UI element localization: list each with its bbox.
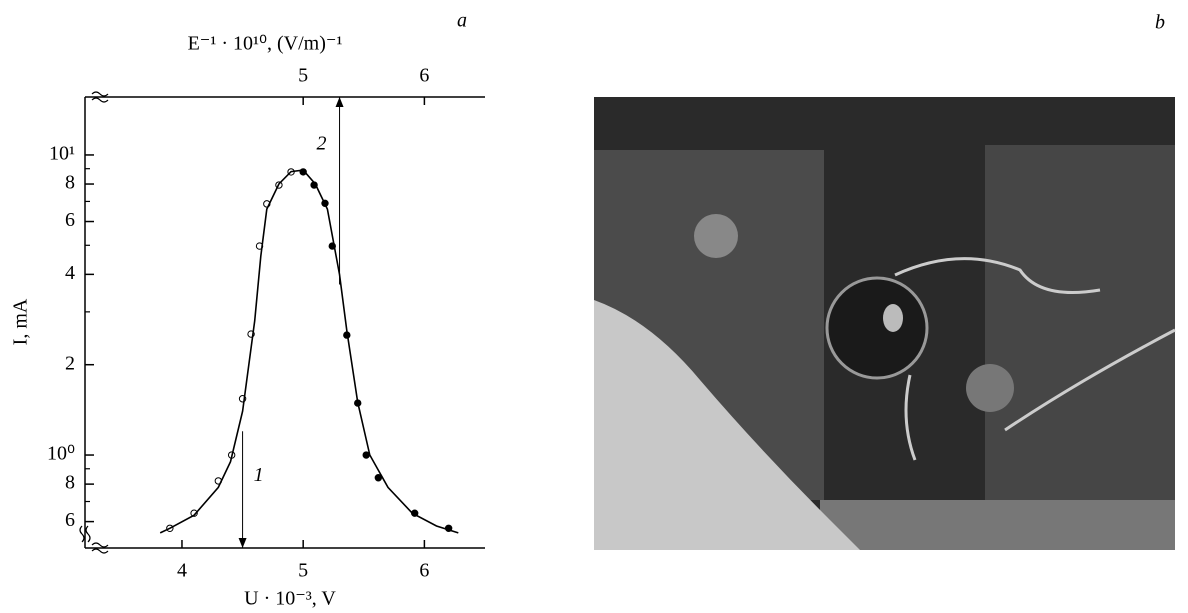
y-tick-label: 2	[65, 352, 75, 374]
y-tick-label: 6	[65, 209, 75, 231]
figure: a b U · 10⁻³, V E⁻¹ · 10¹⁰, (V/m)⁻¹ I, m…	[0, 0, 1188, 613]
photo-label: b	[1155, 12, 1165, 34]
axes	[80, 92, 485, 553]
x-tick-label: 6	[419, 560, 429, 582]
x-tick-label: 5	[298, 560, 308, 582]
y-tick-label: 4	[65, 262, 75, 284]
fit-curve	[160, 170, 458, 533]
photo-highlight	[883, 304, 903, 332]
arrow-label: 2	[317, 133, 327, 155]
arrow-head	[239, 538, 247, 548]
y-tick-label: 8	[65, 472, 75, 494]
y-tick-label: 10¹	[49, 143, 75, 165]
x2-tick-label: 6	[419, 65, 429, 87]
photo-sphere	[827, 278, 927, 378]
photo-flower	[694, 214, 738, 258]
x-tick-label: 4	[177, 560, 187, 582]
y-tick-label: 6	[65, 509, 75, 531]
photo	[594, 97, 1175, 550]
y-axis-label: I, mA	[10, 298, 32, 345]
x2-axis-label: E⁻¹ · 10¹⁰, (V/m)⁻¹	[188, 33, 343, 55]
photo-fabric	[985, 145, 1175, 505]
photo-fabric	[820, 500, 1175, 550]
filled-point	[363, 452, 369, 458]
y-tick-label: 8	[65, 172, 75, 194]
y-tick-label: 10⁰	[47, 443, 75, 465]
panel-label: a	[457, 10, 467, 32]
arrow-head	[336, 97, 344, 107]
photo-flower	[966, 364, 1014, 412]
x2-tick-label: 5	[298, 65, 308, 87]
arrow-label: 1	[254, 464, 264, 486]
x-axis-label: U · 10⁻³, V	[244, 588, 336, 610]
